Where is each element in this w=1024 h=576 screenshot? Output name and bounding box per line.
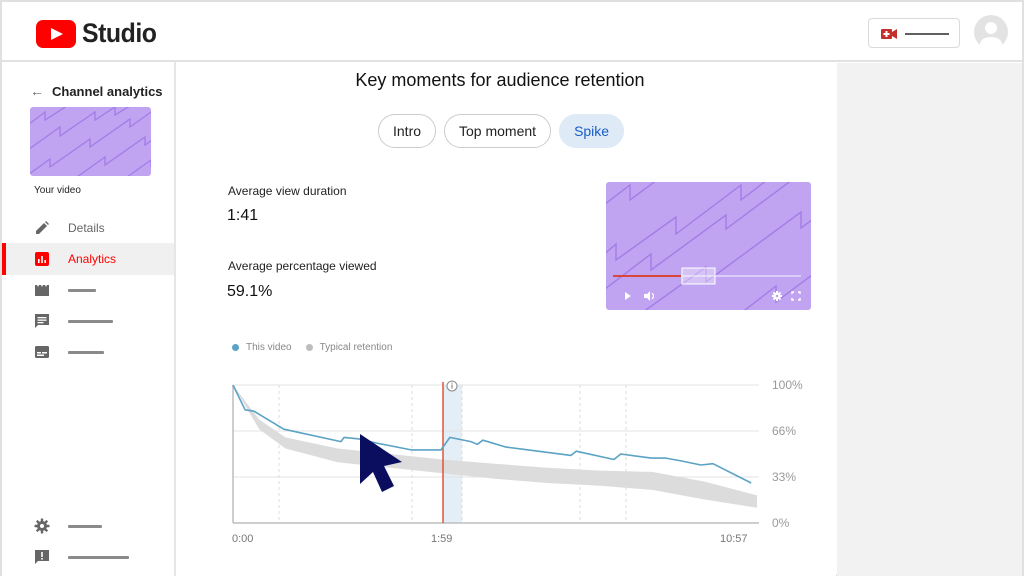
sidebar-item-label: Analytics — [68, 252, 117, 266]
arrow-cursor-icon — [360, 434, 402, 492]
legend-this-video[interactable]: This video — [232, 342, 292, 353]
this-video-line — [232, 384, 752, 484]
your-video-caption: Your video — [34, 185, 81, 196]
chip-intro[interactable]: Intro — [378, 114, 437, 148]
y-tick-100: 100% — [772, 378, 803, 392]
sidebar-item-feedback[interactable] — [2, 541, 174, 573]
sidebar-item-label-placeholder — [68, 289, 96, 292]
avg-view-duration-value: 1:41 — [227, 207, 259, 224]
sidebar-item-subtitles[interactable] — [2, 336, 174, 368]
comment-icon — [35, 314, 49, 328]
legend-dot-this-video — [232, 344, 239, 351]
video-thumbnail[interactable] — [30, 107, 151, 176]
studio-logo[interactable]: Studio — [36, 18, 163, 49]
gear-icon — [772, 291, 782, 301]
sidebar-item-details[interactable]: Details — [2, 212, 174, 244]
top-bar: Studio — [2, 2, 1022, 62]
chip-top-moment[interactable]: Top moment — [444, 114, 552, 148]
chip-spike[interactable]: Spike — [559, 114, 625, 148]
video-camera-add-icon — [881, 29, 897, 39]
app-name: Studio — [82, 18, 157, 48]
avg-percentage-viewed-value: 59.1% — [227, 283, 273, 300]
gear-icon — [34, 518, 50, 534]
sidebar-item-editor[interactable] — [2, 274, 174, 306]
avg-view-duration-label: Average view duration — [228, 184, 347, 198]
info-icon[interactable] — [446, 380, 458, 392]
feedback-icon — [35, 550, 49, 564]
legend-typical-retention[interactable]: Typical retention — [305, 342, 392, 353]
sidebar-item-label-placeholder — [68, 525, 102, 528]
key-moment-chips: Intro Top moment Spike — [378, 114, 625, 148]
pencil-icon — [36, 221, 49, 234]
key-moments-panel: Key moments for audience retention Intro… — [176, 62, 836, 576]
y-tick-0: 0% — [772, 516, 790, 530]
sidebar-item-label: Details — [68, 221, 105, 235]
video-player[interactable] — [606, 182, 811, 310]
clapperboard-icon — [35, 285, 49, 296]
play-icon — [625, 292, 631, 300]
back-label: Channel analytics — [52, 83, 163, 99]
sidebar: ← Channel analytics Your video Details — [2, 62, 176, 576]
fullscreen-icon — [791, 291, 801, 301]
subtitles-icon — [35, 346, 49, 358]
x-tick-spike: 1:59 — [431, 533, 453, 545]
spike-highlight — [443, 385, 462, 523]
back-to-channel-analytics[interactable]: ← Channel analytics — [30, 83, 163, 99]
sidebar-item-label-placeholder — [68, 351, 104, 354]
chart-legend: This video Typical retention — [232, 342, 406, 353]
arrow-left-icon: ← — [30, 83, 44, 99]
x-tick-start: 0:00 — [232, 533, 254, 545]
create-button-label-placeholder — [905, 33, 949, 35]
right-panel — [837, 63, 1022, 576]
legend-dot-typical-retention — [305, 344, 313, 351]
volume-icon — [644, 291, 655, 301]
create-button[interactable] — [868, 18, 960, 48]
progress-played — [613, 275, 681, 277]
x-tick-end: 10:57 — [720, 533, 748, 545]
sidebar-item-comments[interactable] — [2, 305, 174, 337]
sidebar-item-label-placeholder — [68, 320, 113, 323]
sidebar-item-analytics[interactable]: Analytics — [2, 243, 174, 275]
sidebar-item-label-placeholder — [68, 556, 129, 559]
y-tick-33: 33% — [772, 470, 797, 484]
y-tick-66: 66% — [772, 424, 797, 438]
thumbnail-pattern — [30, 107, 151, 176]
account-avatar-icon — [980, 22, 1002, 49]
avg-percentage-viewed-label: Average percentage viewed — [228, 259, 377, 273]
video-frame-pattern — [606, 182, 811, 310]
sidebar-item-settings[interactable] — [2, 510, 174, 542]
typical-retention-band — [233, 385, 757, 508]
page-title: Key moments for audience retention — [355, 70, 645, 90]
youtube-logo-icon — [36, 19, 76, 48]
account-avatar[interactable] — [974, 15, 1008, 49]
analytics-icon — [35, 252, 49, 266]
